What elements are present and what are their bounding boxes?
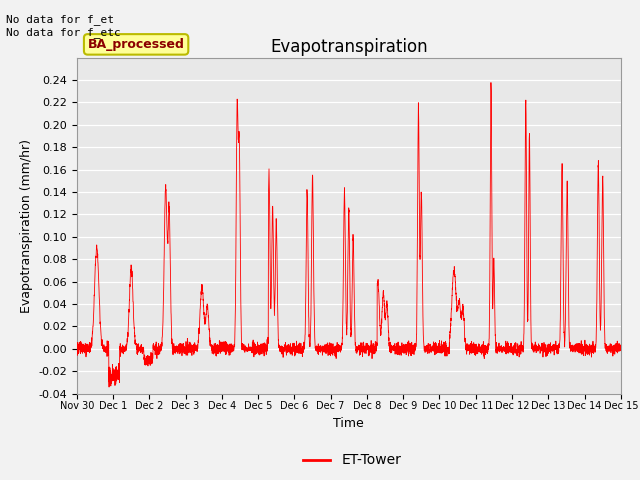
Text: No data for f_et
No data for f_etc: No data for f_et No data for f_etc <box>6 14 121 38</box>
Title: Evapotranspiration: Evapotranspiration <box>270 38 428 56</box>
X-axis label: Time: Time <box>333 417 364 430</box>
Text: BA_processed: BA_processed <box>88 38 184 51</box>
Legend: ET-Tower: ET-Tower <box>297 448 407 473</box>
Y-axis label: Evapotranspiration (mm/hr): Evapotranspiration (mm/hr) <box>20 139 33 312</box>
